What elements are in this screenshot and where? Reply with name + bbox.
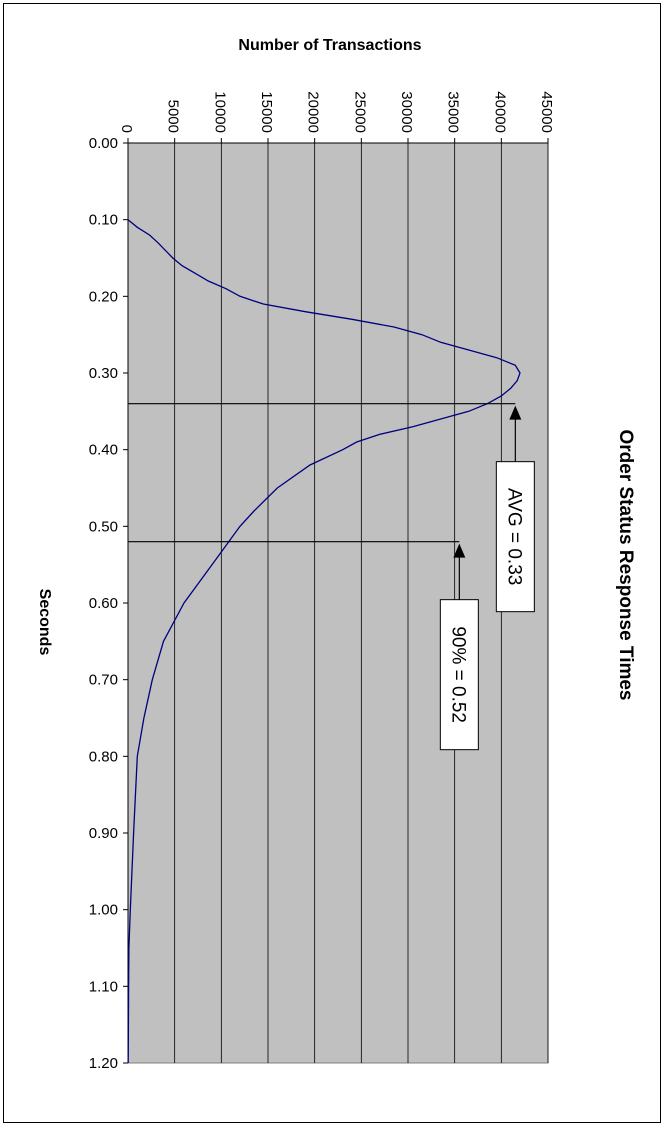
- x-tick-label: 0.30: [89, 365, 118, 382]
- y-tick-label: 5000: [165, 100, 182, 133]
- y-tick-label: 15000: [258, 91, 275, 133]
- annotation-box: [495, 461, 535, 613]
- annotation-arrow-head: [453, 543, 466, 558]
- y-tick-label: 45000: [538, 91, 555, 133]
- annotations: AVG = 0.33 90% = 0.52: [128, 403, 535, 751]
- x-axis-title: Seconds: [36, 589, 53, 656]
- annotation-arrow-head: [509, 405, 522, 420]
- y-tick-label: 30000: [398, 91, 415, 133]
- plot-area: [127, 142, 549, 1064]
- y-tick-label: 25000: [351, 91, 368, 133]
- x-tick-label: 0.60: [89, 595, 118, 612]
- x-tick-label: 0.80: [89, 748, 118, 765]
- annotation-box: [439, 599, 479, 751]
- x-tick-label: 0.90: [89, 825, 118, 842]
- series-line-0: [127, 219, 521, 1064]
- x-tick-label: 0.20: [89, 288, 118, 305]
- y-tick-label: 40000: [491, 91, 508, 133]
- x-tick-label: 0.50: [89, 518, 118, 535]
- annotation-label: 90% = 0.52: [447, 626, 468, 723]
- y-tick-label: 20000: [305, 91, 322, 133]
- y-tick-label: 35000: [445, 91, 462, 133]
- annotation-label: AVG = 0.33: [503, 488, 524, 585]
- axes: [123, 138, 549, 1064]
- series-layer: [127, 219, 521, 1064]
- y-tick-label: 10000: [211, 91, 228, 133]
- x-tick-label: 1.20: [89, 1055, 118, 1072]
- gridlines: [174, 143, 549, 1063]
- y-tick-label: 0: [118, 125, 135, 133]
- x-tick-label: 1.10: [89, 978, 118, 995]
- y-axis-title: Number of Transactions: [238, 37, 421, 54]
- x-tick-label: 0.40: [89, 442, 118, 459]
- tick-labels: 0 5000 10000 15000 20000 25000 30000 35000 40000…: [89, 91, 555, 1072]
- x-tick-label: 0.00: [89, 135, 118, 152]
- x-tick-label: 0.10: [89, 212, 118, 229]
- chart-title: Order Status Response Times: [615, 429, 636, 700]
- x-tick-label: 0.70: [89, 672, 118, 689]
- x-tick-label: 1.00: [89, 902, 118, 919]
